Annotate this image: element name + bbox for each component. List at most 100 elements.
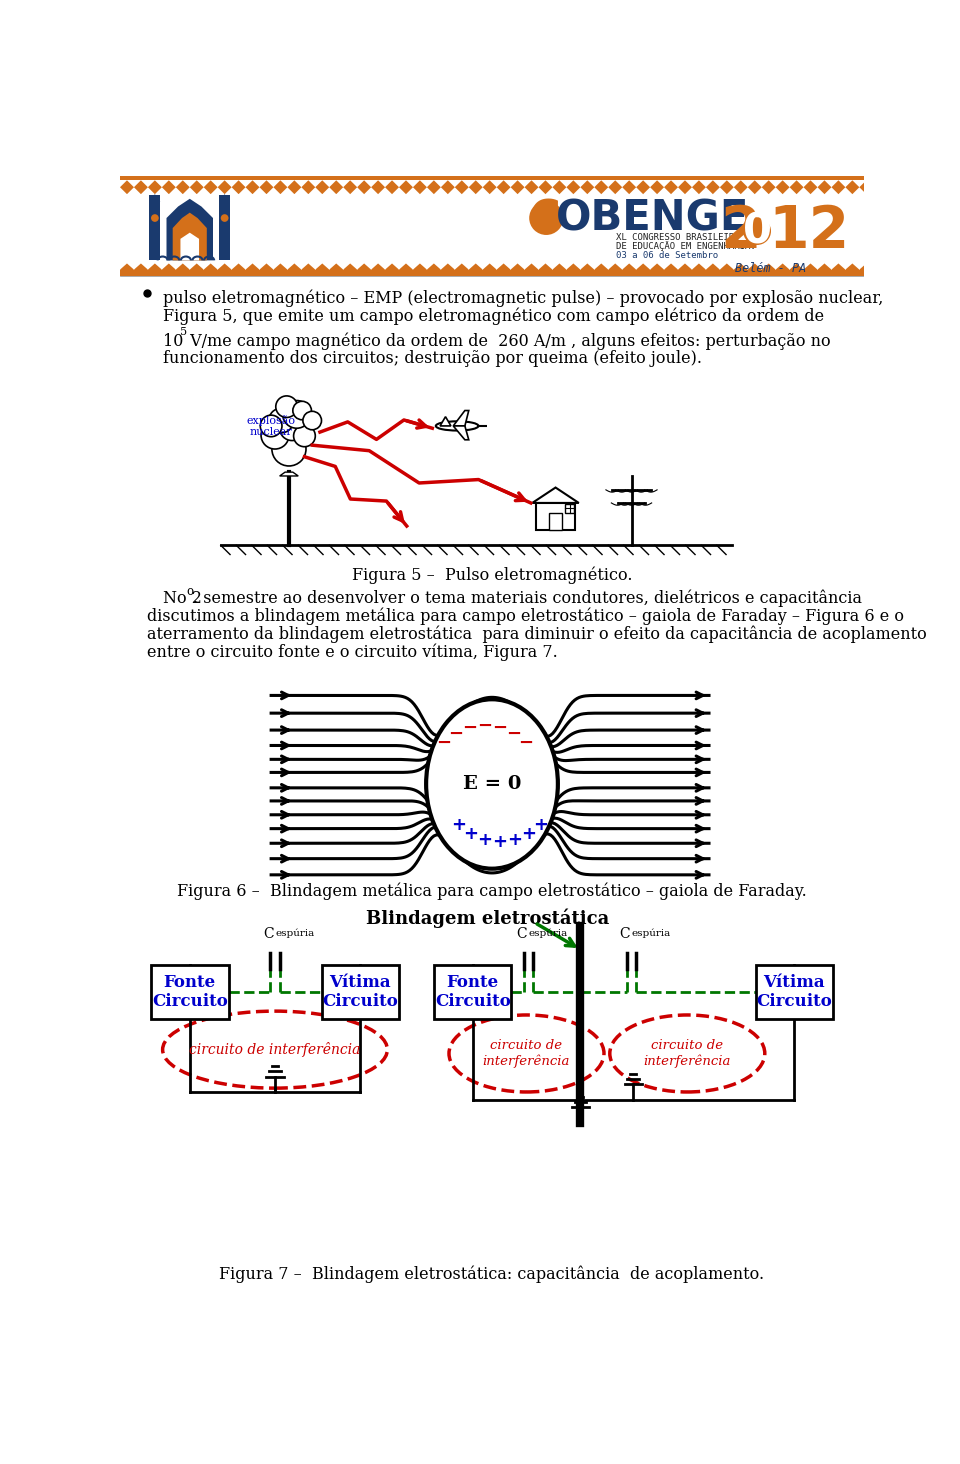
Text: −: − [492, 719, 507, 738]
Polygon shape [301, 264, 315, 275]
Polygon shape [399, 264, 413, 275]
Polygon shape [287, 180, 301, 195]
Ellipse shape [426, 700, 558, 868]
Polygon shape [496, 264, 511, 275]
Text: o: o [186, 584, 194, 597]
Text: +: + [464, 824, 478, 843]
Polygon shape [274, 180, 287, 195]
Polygon shape [622, 180, 636, 195]
Polygon shape [776, 264, 789, 275]
Text: circuito de interferência: circuito de interferência [189, 1042, 361, 1057]
Polygon shape [650, 264, 664, 275]
Text: espúria: espúria [275, 928, 314, 938]
Polygon shape [483, 180, 496, 195]
Polygon shape [776, 180, 789, 195]
Text: 03 a 06 de Setembro: 03 a 06 de Setembro [616, 252, 718, 261]
Polygon shape [259, 180, 274, 195]
Polygon shape [427, 264, 441, 275]
Polygon shape [511, 180, 524, 195]
Bar [151, 965, 228, 1019]
Circle shape [272, 432, 306, 466]
Text: discutimos a blindagem metálica para campo eletrostático – gaiola de Faraday – F: discutimos a blindagem metálica para cam… [147, 608, 904, 625]
Polygon shape [748, 180, 761, 195]
Polygon shape [148, 180, 162, 195]
Text: 0: 0 [742, 211, 772, 252]
Polygon shape [357, 180, 372, 195]
Polygon shape [134, 264, 148, 275]
Text: −: − [517, 735, 533, 752]
Polygon shape [399, 180, 413, 195]
Polygon shape [496, 180, 511, 195]
Polygon shape [413, 180, 427, 195]
Circle shape [294, 425, 315, 447]
Text: explosão
nuclear: explosão nuclear [247, 414, 296, 438]
Text: 12: 12 [769, 202, 850, 259]
Circle shape [743, 217, 771, 244]
Polygon shape [622, 264, 636, 275]
Text: No 2: No 2 [162, 590, 202, 608]
Polygon shape [720, 264, 733, 275]
Polygon shape [150, 195, 160, 202]
Polygon shape [818, 180, 831, 195]
Polygon shape [594, 264, 609, 275]
Text: XL CONGRESSO BRASILEIRO: XL CONGRESSO BRASILEIRO [616, 233, 739, 242]
Polygon shape [818, 264, 831, 275]
Text: 10: 10 [162, 332, 183, 350]
Text: Fonte: Fonte [446, 974, 498, 991]
Polygon shape [511, 264, 524, 275]
Polygon shape [524, 180, 539, 195]
Polygon shape [532, 488, 579, 504]
Polygon shape [190, 180, 204, 195]
Polygon shape [609, 264, 622, 275]
Polygon shape [789, 180, 804, 195]
Text: 2: 2 [721, 202, 761, 259]
Polygon shape [329, 264, 344, 275]
Polygon shape [162, 264, 176, 275]
Text: E = 0: E = 0 [463, 774, 521, 793]
Text: Blindagem eletrostática: Blindagem eletrostática [367, 909, 610, 928]
Circle shape [283, 401, 311, 429]
Polygon shape [166, 199, 213, 261]
Text: −: − [477, 717, 492, 735]
Circle shape [221, 214, 228, 223]
Polygon shape [761, 264, 776, 275]
Polygon shape [120, 264, 134, 275]
Text: C: C [516, 927, 527, 941]
Polygon shape [566, 180, 581, 195]
Polygon shape [706, 180, 720, 195]
Text: circuito de
interferência: circuito de interferência [643, 1039, 731, 1067]
Polygon shape [372, 180, 385, 195]
Polygon shape [218, 264, 231, 275]
Text: pulso eletromagnético – EMP (electromagnetic pulse) – provocado por explosão nuc: pulso eletromagnético – EMP (electromagn… [162, 290, 883, 307]
Polygon shape [566, 264, 581, 275]
Bar [255, 684, 729, 877]
Polygon shape [552, 264, 566, 275]
Polygon shape [246, 264, 259, 275]
Bar [124, 195, 348, 261]
Polygon shape [385, 264, 399, 275]
Polygon shape [441, 264, 455, 275]
Bar [150, 195, 160, 261]
Bar [537, 504, 575, 530]
Polygon shape [706, 264, 720, 275]
Polygon shape [329, 180, 344, 195]
Text: espúria: espúria [528, 928, 567, 938]
Ellipse shape [436, 422, 478, 430]
Polygon shape [246, 180, 259, 195]
Text: Circuito: Circuito [152, 993, 228, 1010]
Polygon shape [609, 180, 622, 195]
Text: circuito de
interferência: circuito de interferência [483, 1039, 570, 1067]
Polygon shape [846, 180, 859, 195]
Polygon shape [539, 180, 552, 195]
Polygon shape [190, 264, 204, 275]
Polygon shape [664, 264, 678, 275]
Polygon shape [301, 180, 315, 195]
Text: Fonte: Fonte [164, 974, 216, 991]
Polygon shape [231, 264, 246, 275]
Bar [120, 176, 864, 275]
Polygon shape [162, 180, 176, 195]
Polygon shape [455, 264, 468, 275]
Bar [322, 965, 399, 1019]
Bar [120, 269, 864, 275]
Circle shape [276, 395, 298, 417]
